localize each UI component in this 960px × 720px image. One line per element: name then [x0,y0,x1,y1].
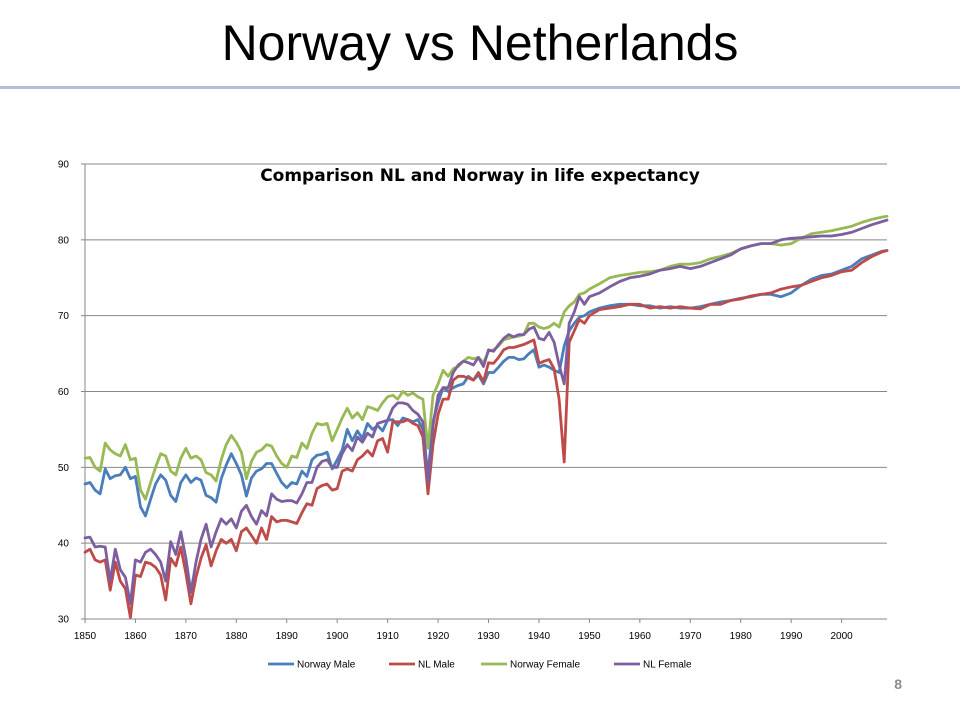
x-tick-label-1890: 1890 [276,631,299,642]
x-tick-label-1910: 1910 [377,631,400,642]
x-tick-label-2000: 2000 [830,631,853,642]
series-line-nl-male [83,249,889,619]
x-tick-label-1970: 1970 [679,631,702,642]
x-tick-label-1860: 1860 [124,631,147,642]
y-tick-label-30: 30 [58,615,70,626]
legend-label-nl-female: NL Female [643,660,692,671]
series-line-norway-female [83,214,889,501]
x-tick-labels: 1850 1860 1870 1880 1890 1900 1910 1920 1930 1940… [74,631,853,642]
y-tick-label-50: 50 [58,463,70,474]
y-tick-label-60: 60 [58,387,70,398]
series-lines [83,214,889,619]
page-number: 8 [894,676,902,692]
x-tick-label-1870: 1870 [175,631,198,642]
y-tick-label-70: 70 [58,311,70,322]
x-tick-label-1950: 1950 [578,631,601,642]
x-tick-label-1900: 1900 [326,631,349,642]
y-tick-label-90: 90 [58,160,70,171]
slide-title: Norway vs Netherlands [221,15,739,71]
legend-label-norway-female: Norway Female [510,660,580,671]
x-tick-label-1990: 1990 [780,631,803,642]
x-tick-label-1980: 1980 [730,631,753,642]
legend-label-norway-male: Norway Male [297,660,356,671]
y-tick-label-40: 40 [58,539,70,550]
x-tick-label-1930: 1930 [477,631,500,642]
x-tick-label-1940: 1940 [528,631,551,642]
legend: Norway Male NL Male Norway Female NL Female [268,660,692,671]
title-divider [0,86,960,89]
x-tick-label-1850: 1850 [74,631,97,642]
y-tick-label-80: 80 [58,235,70,246]
x-tick-label-1920: 1920 [427,631,450,642]
x-tick-label-1960: 1960 [629,631,652,642]
legend-label-nl-male: NL Male [418,660,455,671]
series-line-norway-male [83,249,889,518]
chart-title: Comparison NL and Norway in life expecta… [260,166,700,186]
y-tick-labels: 30 40 50 60 70 80 90 [58,160,70,626]
axes [81,163,887,623]
x-tick-label-1880: 1880 [225,631,248,642]
series-line-nl-female [83,218,889,606]
